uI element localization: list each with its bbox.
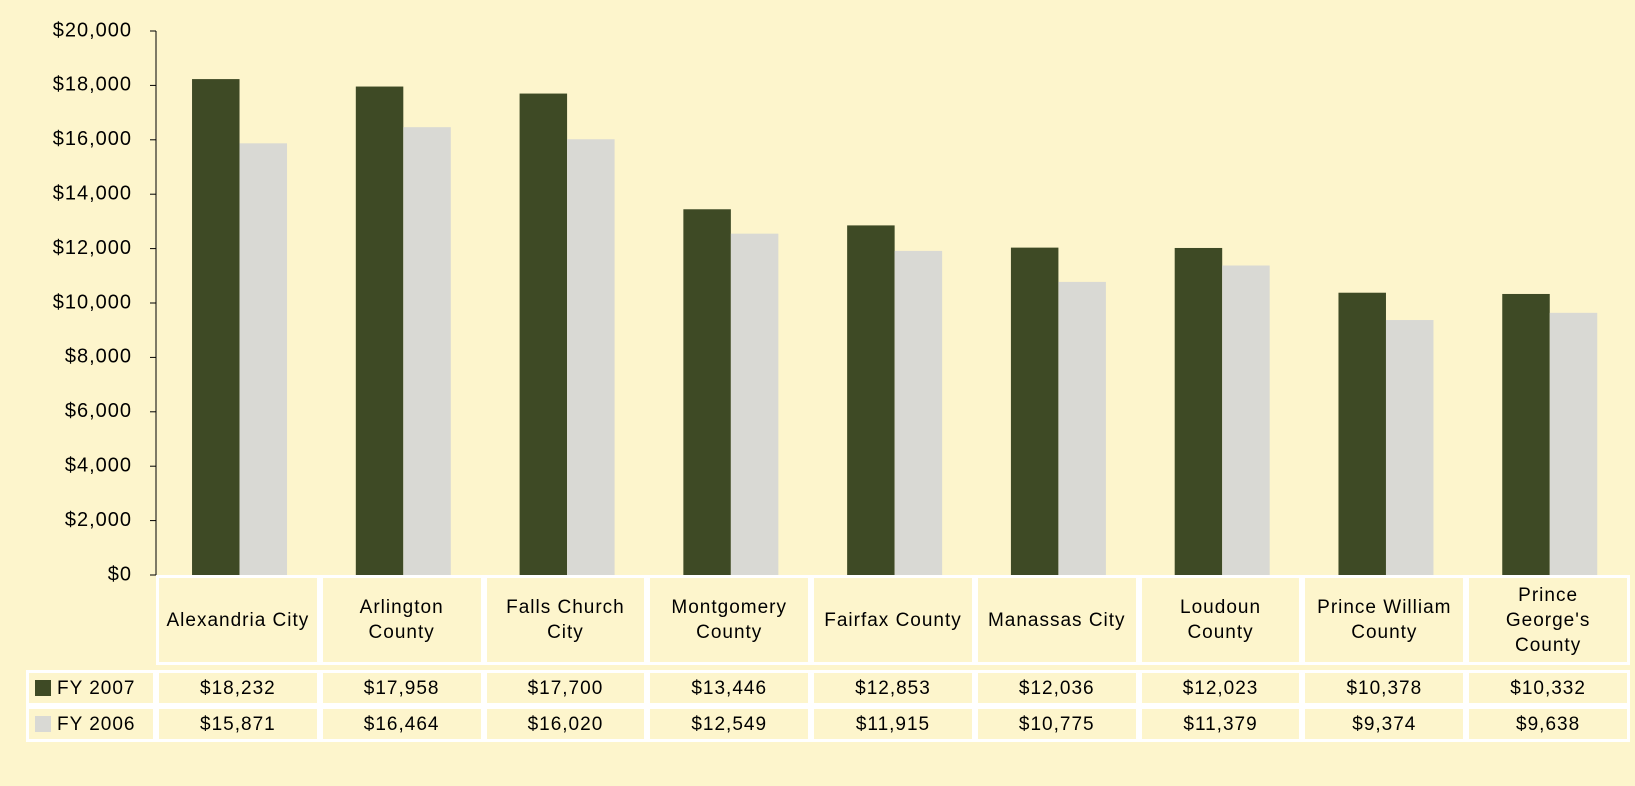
bar	[1010, 247, 1059, 576]
category-label-text: Montgomery County	[671, 597, 788, 643]
value-label: $13,446	[647, 670, 812, 706]
value-label-text: $17,958	[363, 677, 440, 699]
value-label-text: $10,775	[1018, 713, 1095, 735]
value-label-text: $11,379	[1183, 713, 1258, 735]
category-label-text: Manassas City	[987, 609, 1126, 631]
bar	[567, 139, 615, 576]
y-tick-label: $18,000	[53, 74, 132, 96]
category-label: Prince George's County	[1466, 575, 1630, 665]
bar	[1058, 281, 1106, 575]
category-label: Fairfax County	[811, 575, 975, 665]
value-label: $10,332	[1466, 670, 1630, 706]
bar	[403, 127, 451, 575]
category-label: Manassas City	[974, 575, 1139, 665]
y-tick-label: $10,000	[53, 291, 132, 313]
value-label: $12,549	[647, 706, 812, 742]
category-label: Montgomery County	[647, 575, 812, 665]
bar	[1549, 312, 1598, 575]
y-tick-label: $0	[108, 563, 132, 585]
category-label-text: Arlington County	[359, 597, 444, 643]
value-label-text: $10,378	[1346, 677, 1423, 699]
category-label: Falls Church City	[483, 575, 648, 665]
value-label-text: $18,232	[200, 677, 276, 699]
value-label-text: $10,332	[1510, 677, 1586, 699]
bar	[1222, 265, 1270, 575]
value-label-text: $12,853	[855, 677, 931, 699]
y-tick-label: $6,000	[65, 400, 132, 422]
legend-entry: FY 2007	[26, 670, 156, 706]
value-label: $16,020	[483, 706, 648, 742]
value-label-text: $17,700	[527, 677, 604, 699]
value-label-text: $13,446	[691, 677, 768, 699]
value-label-text: $16,020	[527, 713, 604, 735]
y-tick-label: $20,000	[53, 19, 132, 41]
value-label: $10,775	[974, 706, 1139, 742]
value-label: $15,871	[156, 706, 320, 742]
value-label-text: $11,915	[855, 713, 931, 735]
value-label: $11,379	[1138, 706, 1303, 742]
y-tick-label: $12,000	[53, 237, 132, 259]
category-label-text: Falls Church City	[506, 597, 625, 643]
category-label: Loudoun County	[1138, 575, 1303, 665]
value-label-text: $15,871	[200, 713, 276, 735]
bar	[1385, 320, 1434, 575]
y-tick-label: $14,000	[53, 182, 132, 204]
value-label: $9,374	[1302, 706, 1467, 742]
category-label: Prince William County	[1302, 575, 1467, 665]
y-tick-label: $8,000	[65, 346, 132, 368]
bar	[894, 250, 943, 576]
value-label-text: $9,374	[1352, 713, 1417, 735]
bar	[1502, 293, 1550, 575]
value-label: $9,638	[1466, 706, 1630, 742]
category-label-text: Prince William County	[1317, 597, 1452, 643]
legend-text: FY 2006	[57, 713, 136, 735]
value-label: $18,232	[156, 670, 320, 706]
category-label-text: Prince George's County	[1505, 584, 1591, 656]
bar	[683, 209, 731, 575]
value-label: $17,700	[483, 670, 648, 706]
value-label: $10,378	[1302, 670, 1467, 706]
value-label: $11,915	[811, 706, 975, 742]
y-tick-label: $4,000	[65, 454, 132, 476]
value-label: $12,036	[974, 670, 1139, 706]
bar	[730, 233, 779, 575]
bar	[192, 79, 240, 575]
bar	[1338, 292, 1386, 575]
value-label-text: $12,023	[1182, 677, 1259, 699]
legend-text: FY 2007	[57, 677, 136, 699]
legend-entry: FY 2006	[26, 706, 156, 742]
value-label: $12,023	[1138, 670, 1303, 706]
value-label-text: $16,464	[363, 713, 440, 735]
y-tick-label: $2,000	[65, 509, 132, 531]
legend-swatch	[35, 716, 51, 732]
value-label: $12,853	[811, 670, 975, 706]
category-label: Alexandria City	[156, 575, 320, 665]
bar	[1174, 247, 1223, 575]
bar	[519, 93, 568, 575]
category-label: Arlington County	[319, 575, 484, 665]
value-label-text: $12,036	[1018, 677, 1095, 699]
bar	[239, 143, 288, 575]
value-label-text: $12,549	[691, 713, 768, 735]
category-label-text: Alexandria City	[166, 609, 310, 631]
value-label: $16,464	[319, 706, 484, 742]
value-label: $17,958	[319, 670, 484, 706]
category-label-text: Fairfax County	[824, 609, 962, 631]
y-tick-label: $16,000	[53, 128, 132, 150]
legend-swatch	[35, 680, 51, 696]
category-label-text: Loudoun County	[1180, 597, 1262, 643]
bar	[847, 225, 895, 575]
bar	[355, 86, 404, 576]
value-label-text: $9,638	[1516, 713, 1581, 735]
